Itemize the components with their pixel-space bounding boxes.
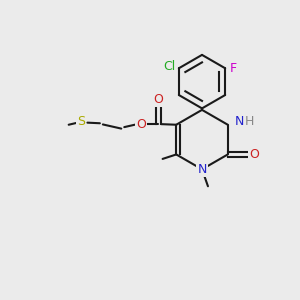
Text: Cl: Cl (163, 60, 176, 73)
Text: H: H (245, 115, 254, 128)
Text: F: F (230, 62, 237, 75)
Text: N: N (197, 163, 207, 176)
Text: O: O (249, 148, 259, 161)
Text: O: O (136, 118, 146, 130)
Text: O: O (154, 93, 164, 106)
Text: S: S (77, 115, 86, 128)
Text: N: N (235, 115, 244, 128)
